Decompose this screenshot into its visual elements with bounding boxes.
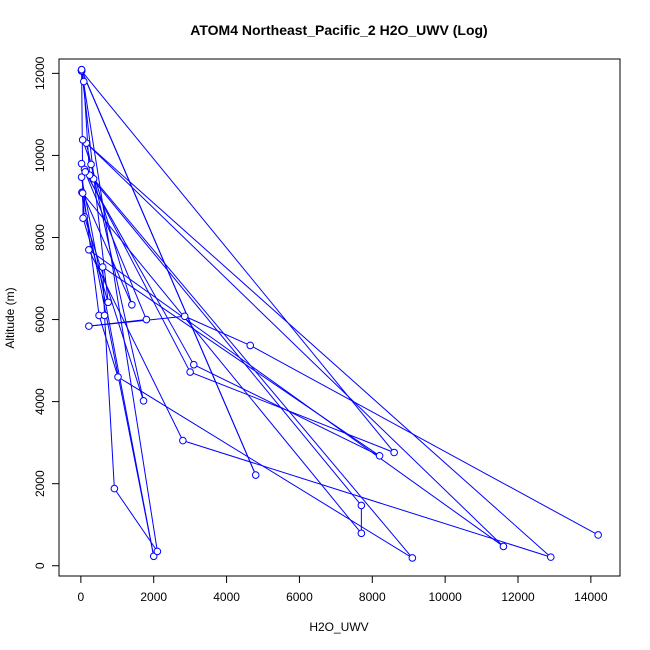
data-point <box>408 554 417 562</box>
y-tick-label: 6000 <box>33 306 47 333</box>
data-point <box>149 552 158 561</box>
y-axis: 0 2000 4000 6000 8000 10000 12000 <box>33 56 60 569</box>
data-point <box>79 214 87 223</box>
data-point <box>104 298 112 307</box>
data-point <box>179 436 187 445</box>
series-segment <box>82 218 109 303</box>
y-tick-label: 4000 <box>33 388 47 415</box>
series-segment <box>81 70 257 476</box>
data-point <box>139 396 148 405</box>
x-tick-label: 12000 <box>501 590 535 604</box>
series-segment <box>90 164 133 305</box>
series-segment <box>98 315 119 378</box>
x-tick-label: 14000 <box>574 590 608 604</box>
data-point <box>100 311 109 320</box>
series-segment <box>250 344 599 536</box>
data-point <box>77 173 86 181</box>
series-segment <box>81 69 158 552</box>
series-segment <box>104 315 115 489</box>
series-segment <box>81 70 395 453</box>
data-point <box>357 501 366 510</box>
series-segment <box>84 171 195 365</box>
x-axis-label: H2O_UWV <box>309 620 368 634</box>
x-tick-label: 4000 <box>213 590 240 604</box>
y-tick-label: 12000 <box>33 56 47 90</box>
x-tick-label: 6000 <box>286 590 313 604</box>
y-tick-label: 8000 <box>33 224 47 251</box>
data-point <box>77 159 86 168</box>
x-tick-label: 0 <box>78 590 85 604</box>
series-segment <box>182 440 551 558</box>
x-tick-label: 10000 <box>428 590 462 604</box>
data-point <box>128 300 136 309</box>
data-point <box>78 136 87 144</box>
y-axis-label: Altitude (m) <box>3 287 17 348</box>
series-segment <box>85 142 504 547</box>
series-segment <box>189 371 395 453</box>
data-point <box>246 341 255 350</box>
data-point <box>85 245 93 254</box>
data-point <box>78 189 87 197</box>
data-point <box>110 484 119 493</box>
data-point <box>251 471 260 479</box>
data-point <box>142 315 151 324</box>
x-tick-label: 8000 <box>359 590 386 604</box>
series-segment <box>82 192 133 305</box>
x-tick-label: 2000 <box>140 590 167 604</box>
series-segment <box>88 249 184 441</box>
data-point <box>77 65 86 74</box>
data-point <box>186 368 194 376</box>
data-point <box>546 553 555 561</box>
series-segment <box>88 319 147 327</box>
data-point <box>85 322 93 330</box>
series-segment <box>117 376 413 559</box>
y-tick-label: 0 <box>33 562 47 569</box>
y-tick-label: 2000 <box>33 470 47 497</box>
data-point <box>180 312 189 321</box>
series-segment <box>82 192 362 534</box>
series-segment <box>113 488 158 552</box>
data-point <box>81 168 90 176</box>
series-segment <box>82 139 552 558</box>
data-point <box>79 77 88 86</box>
y-tick-label: 10000 <box>33 138 47 172</box>
data-point <box>499 542 508 551</box>
series-segment <box>81 163 147 320</box>
data-point <box>114 373 122 381</box>
data-point <box>153 547 162 556</box>
data-point <box>594 531 602 539</box>
chart-title: ATOM4 Northeast_Pacific_2 H2O_UWV (Log) <box>190 22 487 38</box>
series-segment <box>84 216 144 401</box>
series-segment <box>102 267 106 316</box>
data-point <box>98 263 107 271</box>
series-segment <box>85 143 145 401</box>
series-segment <box>193 364 380 457</box>
data-point <box>390 448 398 457</box>
data-point <box>357 529 366 538</box>
x-axis: 0 2000 4000 6000 8000 10000 12000 14000 <box>78 575 608 604</box>
data-point <box>87 160 95 169</box>
series-layer <box>77 65 602 562</box>
data-point <box>375 451 384 460</box>
series-segment <box>88 249 504 547</box>
series-segment <box>84 169 362 506</box>
series-segment <box>93 178 413 559</box>
data-point <box>189 360 198 369</box>
series-segment <box>102 266 380 457</box>
